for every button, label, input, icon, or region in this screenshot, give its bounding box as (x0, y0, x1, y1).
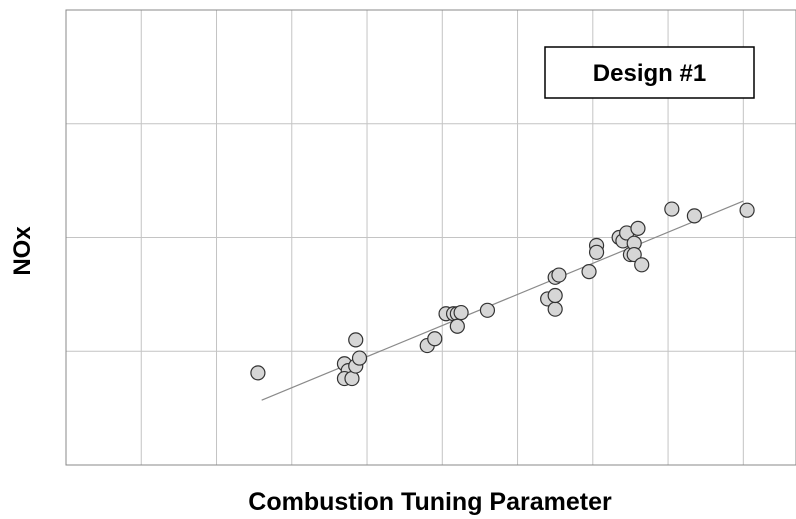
grid (66, 10, 796, 465)
data-point-10 (427, 331, 443, 347)
data-point-35 (739, 202, 755, 218)
data-point-22 (581, 264, 597, 280)
data-point-15 (453, 304, 469, 321)
data-point-7 (351, 350, 368, 366)
data-point-1 (250, 365, 266, 381)
data-points (250, 201, 755, 387)
data-point-21 (551, 267, 567, 283)
design-annotation-frame (544, 46, 755, 99)
data-point-5 (344, 370, 360, 387)
design-annotation-box: Design #1 (544, 46, 755, 99)
data-point-31 (630, 220, 646, 236)
data-point-32 (634, 257, 650, 273)
data-point-8 (348, 332, 364, 348)
data-point-19 (547, 287, 563, 304)
data-point-30 (626, 246, 642, 263)
design-annotation-label: Design #1 (593, 60, 706, 87)
data-point-34 (686, 208, 703, 224)
data-point-18 (547, 301, 563, 317)
x-axis-label: Combustion Tuning Parameter (248, 488, 612, 516)
data-point-33 (664, 201, 680, 217)
data-point-14 (449, 318, 465, 334)
data-point-24 (588, 244, 605, 260)
data-point-16 (479, 302, 496, 318)
trend-line (261, 200, 744, 401)
plot-area-frame (65, 9, 796, 466)
y-axis-label: NOx (9, 226, 36, 276)
